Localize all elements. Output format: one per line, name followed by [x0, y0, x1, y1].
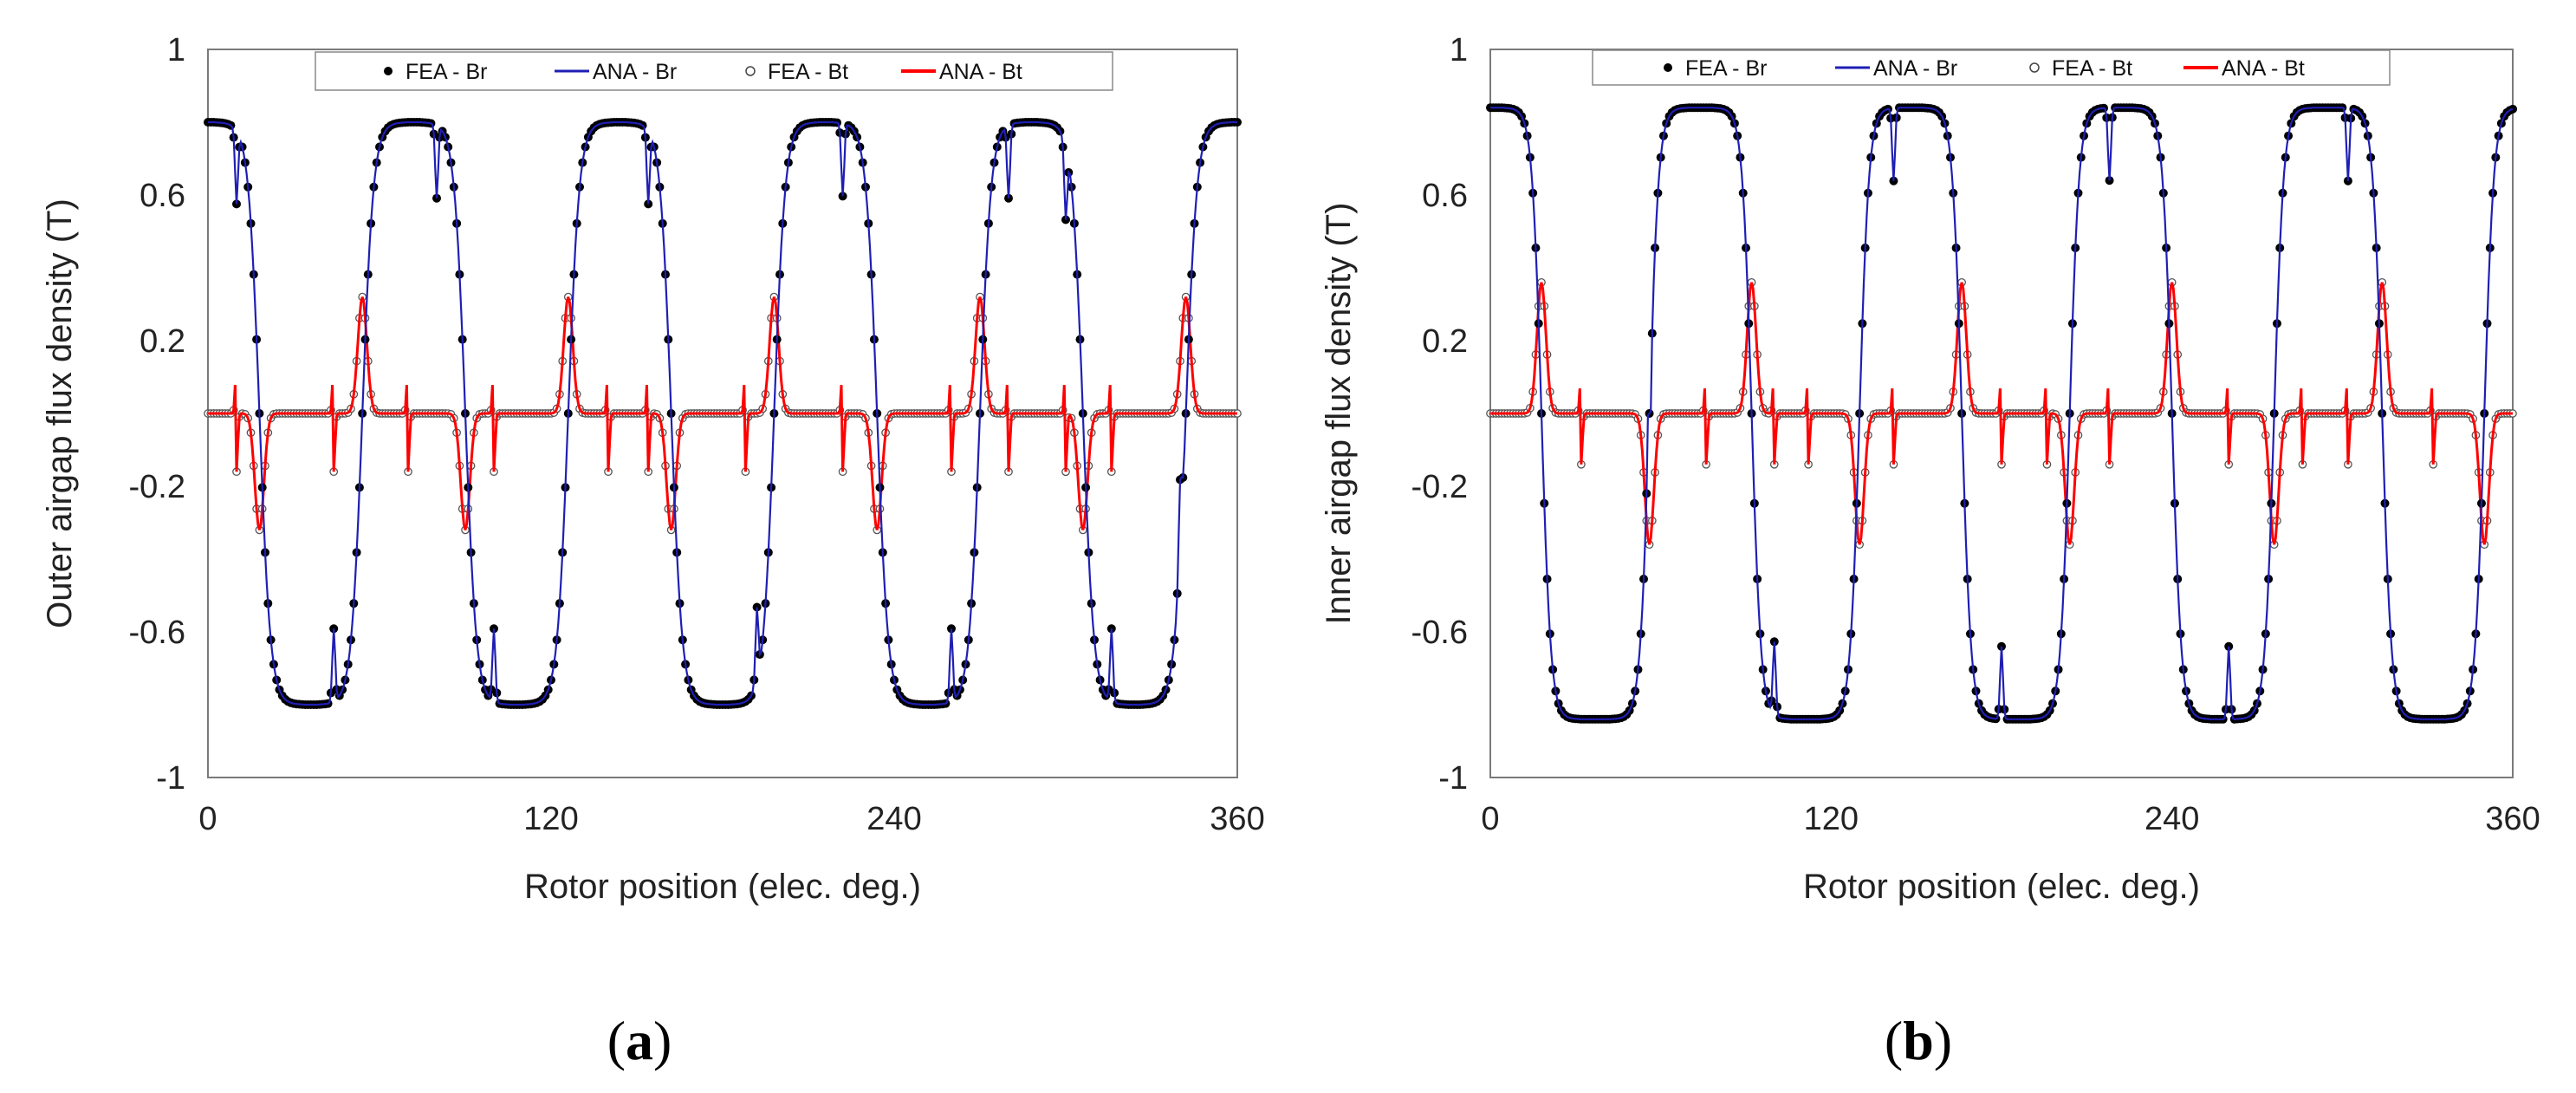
- y-axis-label-a: Outer airgap flux density (T): [41, 198, 79, 628]
- legend-label-fea-br-a: FEA - Br: [406, 60, 487, 84]
- y-tick-label: 1: [1450, 32, 1468, 68]
- x-tick-label: 120: [1804, 801, 1859, 837]
- caption-b: (b): [1885, 1010, 1952, 1071]
- y-tick-label: 0.2: [140, 323, 185, 360]
- x-tick-label: 360: [1210, 801, 1264, 837]
- y-axis-label-b: Inner airgap flux density (T): [1320, 203, 1358, 625]
- legend-a: FEA - Br ANA - Br FEA - Bt ANA - Bt: [315, 51, 1113, 91]
- legend-b: FEA - Br ANA - Br FEA - Bt ANA - Bt: [1592, 49, 2391, 86]
- x-axis-label-b: Rotor position (elec. deg.): [1803, 868, 2200, 906]
- y-tick-label: -1: [1438, 760, 1468, 797]
- legend-box-b: [1592, 49, 2391, 86]
- x-tick-label: 240: [2145, 801, 2199, 837]
- y-tick-label: 0.2: [1422, 323, 1468, 360]
- axis-ticks-a: 0 120 240 360 1 0.6 0.2 -0.2 -0.6 -1: [129, 32, 1265, 837]
- x-tick-label: 120: [523, 801, 578, 837]
- series-ana-bt: [1490, 282, 2513, 545]
- caption-a: (a): [607, 1010, 672, 1071]
- legend-label-fea-br-b: FEA - Br: [1685, 56, 1767, 81]
- legend-label-fea-bt-b: FEA - Bt: [2052, 56, 2132, 81]
- x-axis-label-a: Rotor position (elec. deg.): [524, 868, 921, 906]
- y-tick-label: -0.2: [1411, 469, 1468, 505]
- x-tick-label: 240: [866, 801, 921, 837]
- y-tick-label: 0.6: [140, 178, 185, 214]
- legend-box-a: [315, 51, 1113, 91]
- legend-label-fea-bt-a: FEA - Bt: [768, 60, 848, 84]
- y-tick-label: 0.6: [1422, 178, 1468, 214]
- y-tick-label: 1: [167, 32, 185, 68]
- legend-label-ana-br-a: ANA - Br: [593, 60, 677, 84]
- y-tick-label: -1: [156, 760, 185, 797]
- y-tick-label: -0.6: [129, 615, 185, 651]
- chart-panel-b: Inner airgap flux density (T) Rotor posi…: [1320, 32, 2540, 1071]
- legend-label-ana-bt-b: ANA - Bt: [2222, 56, 2305, 81]
- legend-marker-fea-bt-b: [2029, 62, 2040, 73]
- y-tick-label: -0.2: [129, 469, 185, 505]
- data-marks-b: [1486, 103, 2517, 724]
- series-ana-bt: [208, 296, 1237, 530]
- data-marks-a: [204, 118, 1242, 709]
- y-tick-label: -0.6: [1411, 615, 1468, 651]
- legend-marker-fea-br-a: [384, 67, 393, 75]
- x-tick-label: 0: [1481, 801, 1499, 837]
- legend-label-ana-br-b: ANA - Br: [1873, 56, 1957, 81]
- chart-panel-a: Outer airgap flux density (T) Rotor posi…: [41, 32, 1265, 1071]
- legend-marker-fea-bt-a: [745, 66, 756, 76]
- series-ana-br: [1490, 107, 2514, 720]
- legend-label-ana-bt-a: ANA - Bt: [939, 60, 1022, 84]
- axis-ticks-b: 0 120 240 360 1 0.6 0.2 -0.2 -0.6 -1: [1411, 32, 2540, 837]
- legend-marker-fea-br-b: [1664, 63, 1672, 72]
- x-tick-label: 360: [2485, 801, 2540, 837]
- x-tick-label: 0: [198, 801, 217, 837]
- series-ana-br: [208, 120, 1237, 706]
